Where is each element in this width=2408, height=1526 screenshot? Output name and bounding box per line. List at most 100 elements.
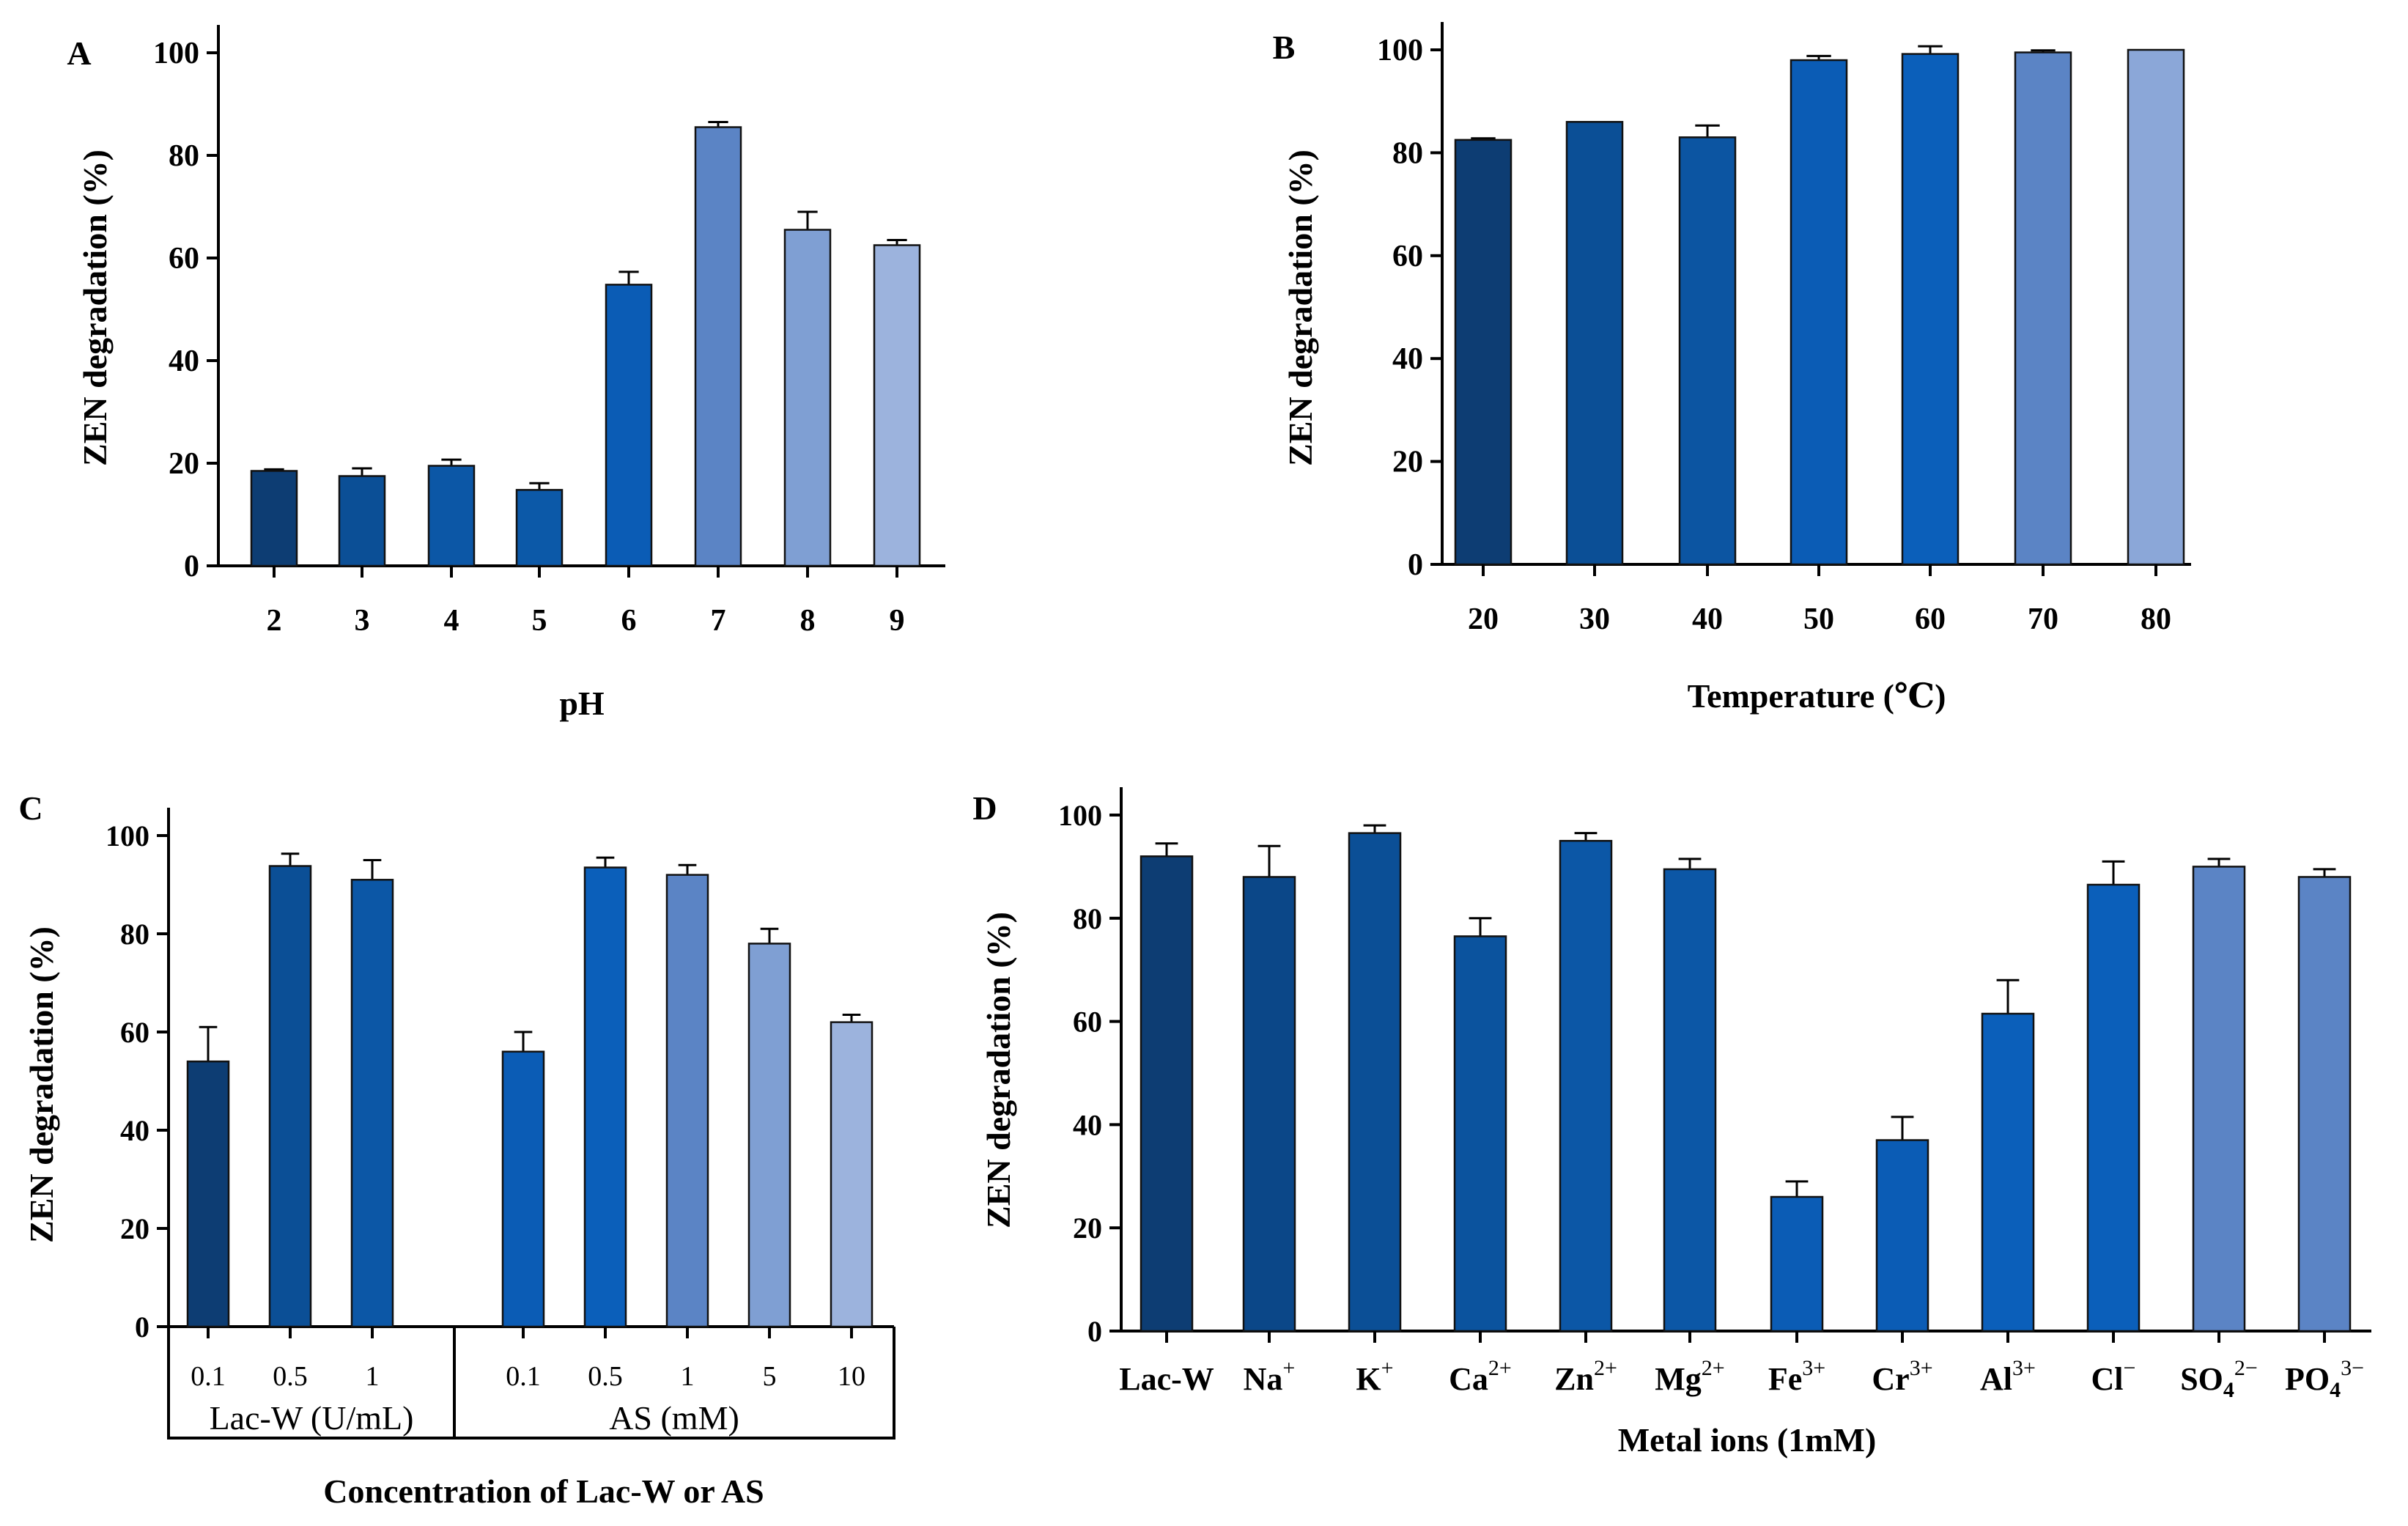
x-tick-label-C-6: 5 <box>763 1361 777 1392</box>
y-tick-label-C-80: 80 <box>120 918 149 951</box>
y-tick-label-C-0: 0 <box>135 1311 149 1343</box>
group-label-as: AS (mM) <box>609 1399 739 1437</box>
y-tick-label-D-20: 20 <box>1073 1212 1102 1245</box>
bar-D-0 <box>1140 855 1194 1333</box>
ion-superscript: 3+ <box>2012 1356 2036 1380</box>
y-tick-label-B-20: 20 <box>1392 446 1423 479</box>
bar-C-2 <box>350 879 394 1328</box>
bar-D-8 <box>1981 1012 2035 1333</box>
bar-D-9 <box>2086 883 2141 1333</box>
y-tick-label-C-60: 60 <box>120 1016 149 1049</box>
bar-D-5 <box>1663 868 1717 1333</box>
bar-A-1 <box>338 475 386 567</box>
x-tick-label-A-3: 3 <box>355 604 370 638</box>
bar-B-6 <box>2127 48 2185 566</box>
ion-subscript: 4 <box>2223 1378 2234 1402</box>
y-tick-label-D-40: 40 <box>1073 1108 1102 1141</box>
panel-label-B: B <box>1273 29 1296 66</box>
bar-D-7 <box>1875 1139 1929 1333</box>
y-tick-label-A-0: 0 <box>184 550 199 583</box>
x-tick-label-B-70: 70 <box>2028 602 2058 636</box>
x-tick-label-B-60: 60 <box>1915 602 1946 636</box>
x-tick-label-B-30: 30 <box>1579 602 1610 636</box>
ion-base: Al <box>1980 1361 2012 1397</box>
bar-B-2 <box>1678 136 1737 566</box>
bar-A-2 <box>427 465 476 567</box>
y-axis-label-D: ZEN degradation (%) <box>980 912 1017 1228</box>
x-tick-label-D-5: Mg2+ <box>1655 1356 1724 1397</box>
y-tick-label-D-60: 60 <box>1073 1006 1102 1039</box>
bar-C-1 <box>268 865 312 1328</box>
bar-D-6 <box>1770 1195 1824 1333</box>
x-tick-label-D-1: Na+ <box>1244 1356 1296 1397</box>
ion-base: SO <box>2180 1361 2223 1397</box>
bar-D-10 <box>2192 866 2246 1333</box>
bar-B-0 <box>1454 139 1513 566</box>
panel-label-D: D <box>972 789 997 827</box>
y-tick-label-B-40: 40 <box>1392 342 1423 376</box>
y-tick-label-D-0: 0 <box>1087 1315 1102 1348</box>
x-tick-label-C-3: 0.1 <box>506 1361 541 1392</box>
bar-D-1 <box>1242 876 1296 1333</box>
y-tick-label-A-20: 20 <box>169 447 199 481</box>
y-tick-label-B-100: 100 <box>1377 34 1423 67</box>
ion-base: Lac-W <box>1119 1361 1214 1397</box>
x-tick-label-D-7: Cr3+ <box>1872 1356 1932 1397</box>
bar-A-7 <box>873 244 921 567</box>
bar-C-0 <box>186 1060 230 1328</box>
x-axis-label-A: pH <box>559 685 605 722</box>
ion-superscript: 3− <box>2341 1356 2364 1380</box>
y-axis-label-B: ZEN degradation (%) <box>1282 150 1319 466</box>
ion-base: Zn <box>1554 1361 1594 1397</box>
x-tick-label-C-0: 0.1 <box>191 1361 226 1392</box>
ion-superscript: 2+ <box>1594 1356 1617 1380</box>
y-axis-label-C: ZEN degradation (%) <box>23 926 60 1243</box>
x-tick-label-A-9: 9 <box>890 604 905 638</box>
x-tick-label-D-2: K+ <box>1356 1356 1393 1397</box>
y-tick-label-A-60: 60 <box>169 242 199 276</box>
y-tick-label-B-0: 0 <box>1408 548 1423 582</box>
bar-C-3 <box>501 1050 545 1328</box>
x-tick-label-D-4: Zn2+ <box>1554 1356 1617 1397</box>
ion-base: Cl <box>2091 1361 2124 1397</box>
ion-superscript: + <box>1381 1356 1394 1380</box>
group-label-lac-w: Lac-W (U/mL) <box>210 1399 414 1437</box>
ion-superscript: 2+ <box>1488 1356 1512 1380</box>
bar-B-5 <box>2014 51 2072 566</box>
ion-base: Fe <box>1768 1361 1802 1397</box>
ion-subscript: 4 <box>2330 1378 2341 1402</box>
x-axis-label-B: Temperature (℃) <box>1688 677 1946 715</box>
bar-C-5 <box>665 874 709 1328</box>
bar-C-7 <box>830 1021 874 1328</box>
y-tick-label-B-80: 80 <box>1392 136 1423 170</box>
ion-base: Na <box>1244 1361 1283 1397</box>
panel-label-C: C <box>18 789 43 827</box>
ion-superscript: 3+ <box>1802 1356 1825 1380</box>
bar-B-1 <box>1565 121 1624 566</box>
bar-C-6 <box>747 943 791 1328</box>
bar-B-4 <box>1901 53 1960 566</box>
y-tick-label-D-80: 80 <box>1073 902 1102 935</box>
y-tick-label-C-40: 40 <box>120 1114 149 1147</box>
x-tick-label-D-6: Fe3+ <box>1768 1356 1825 1397</box>
x-tick-label-C-4: 0.5 <box>588 1361 623 1392</box>
x-tick-label-C-2: 1 <box>366 1361 380 1392</box>
x-tick-label-B-40: 40 <box>1692 602 1723 636</box>
x-tick-label-A-6: 6 <box>621 604 637 638</box>
x-tick-label-A-7: 7 <box>711 604 726 638</box>
bar-D-4 <box>1559 839 1613 1333</box>
bar-D-3 <box>1453 935 1507 1333</box>
x-tick-label-C-5: 1 <box>681 1361 695 1392</box>
ion-superscript: 2− <box>2234 1356 2258 1380</box>
x-tick-label-A-5: 5 <box>532 604 547 638</box>
y-tick-label-C-20: 20 <box>120 1212 149 1245</box>
x-tick-label-B-80: 80 <box>2141 602 2171 636</box>
y-tick-label-A-100: 100 <box>153 37 199 70</box>
ion-superscript: 2+ <box>1702 1356 1725 1380</box>
y-axis-label-A: ZEN degradation (%) <box>76 150 114 466</box>
x-tick-label-D-9: Cl− <box>2091 1356 2136 1397</box>
bar-A-3 <box>515 489 564 567</box>
x-tick-label-B-20: 20 <box>1468 602 1499 636</box>
bar-A-0 <box>250 470 298 567</box>
